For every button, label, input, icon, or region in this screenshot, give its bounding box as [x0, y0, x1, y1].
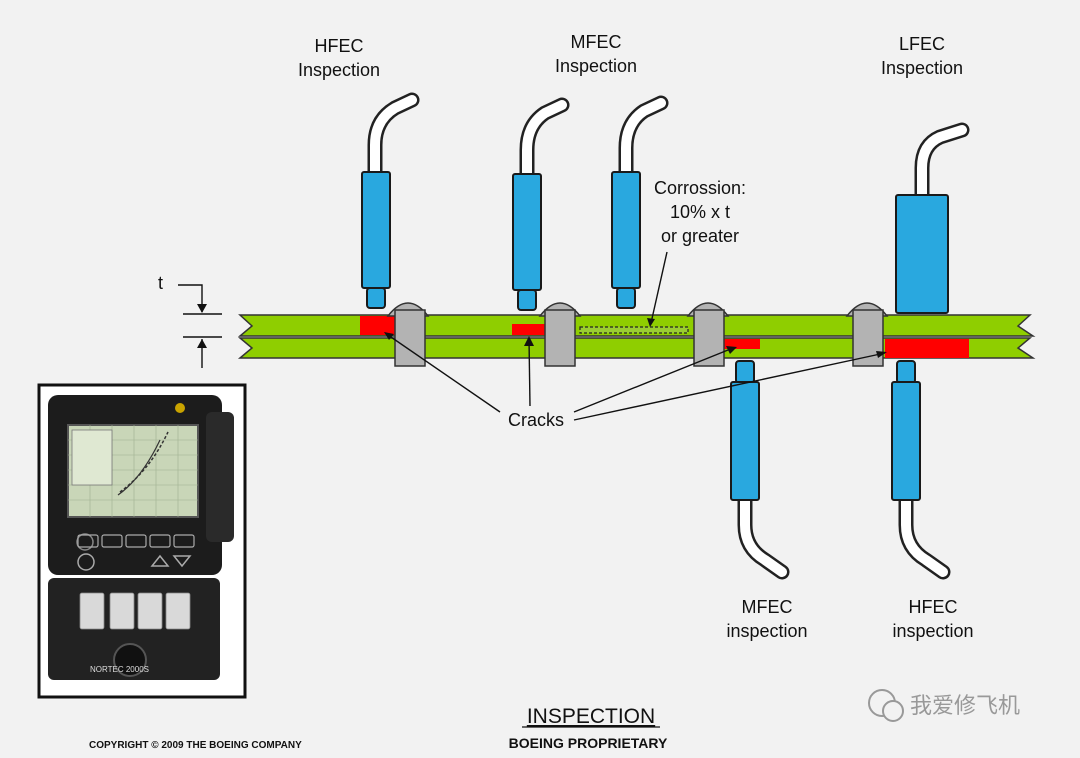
corrosion-pointer: [650, 251, 668, 324]
crack-2: [512, 324, 546, 335]
hfec-probe-bottom: [891, 360, 951, 580]
crack-4: [885, 339, 969, 358]
footer-proprietary: BOEING PROPRIETARY: [509, 735, 668, 751]
corrosion-area: [579, 326, 689, 334]
hfec-bottom-label-line2: inspection: [892, 621, 973, 641]
crack-1: [360, 316, 395, 335]
hfec-top-label-line2: Inspection: [298, 60, 380, 80]
crack-3: [724, 339, 760, 349]
mfec-top-label-line1: MFEC: [571, 32, 622, 52]
lower-plate: [237, 337, 1036, 359]
lfec-top-label-line1: LFEC: [899, 34, 945, 54]
mfec-top-label-line2: Inspection: [555, 56, 637, 76]
footer-copyright: COPYRIGHT © 2009 THE BOEING COMPANY: [89, 740, 302, 751]
lfec-probe-top: [895, 122, 970, 314]
watermark: 我爱修飞机: [868, 689, 1020, 722]
corrosion-label-line3: or greater: [661, 226, 739, 246]
mfec-probe-bottom: [730, 360, 790, 580]
mfec-bottom-label-line2: inspection: [726, 621, 807, 641]
mfec-probe-top-2: [611, 95, 669, 309]
footer-title: INSPECTION: [527, 705, 655, 728]
cracks-label: Cracks: [508, 410, 564, 430]
rivet-3: [686, 302, 730, 367]
hfec-bottom-label-line1: HFEC: [909, 597, 958, 617]
thickness-indicator: [178, 284, 222, 368]
rivet-2: [538, 302, 582, 367]
corrosion-label-line2: 10% x t: [670, 202, 730, 222]
hfec-probe-top: [361, 92, 420, 309]
mfec-bottom-label-line1: MFEC: [742, 597, 793, 617]
corrosion-label-line1: Corrossion:: [654, 178, 746, 198]
device-logo-icon: [175, 403, 185, 413]
crack-pointers: [384, 332, 887, 421]
watermark-text: 我爱修飞机: [910, 693, 1020, 718]
thickness-label: t: [158, 273, 163, 293]
mfec-probe-top-1: [512, 97, 570, 311]
hfec-top-label-line1: HFEC: [315, 36, 364, 56]
eddy-current-device-photo: NORTEC 2000S: [37, 383, 247, 699]
lfec-top-label-line2: Inspection: [881, 58, 963, 78]
upper-plate: [237, 314, 1036, 337]
device-knob: [113, 643, 147, 677]
device-brand: NORTEC 2000S: [90, 665, 149, 674]
